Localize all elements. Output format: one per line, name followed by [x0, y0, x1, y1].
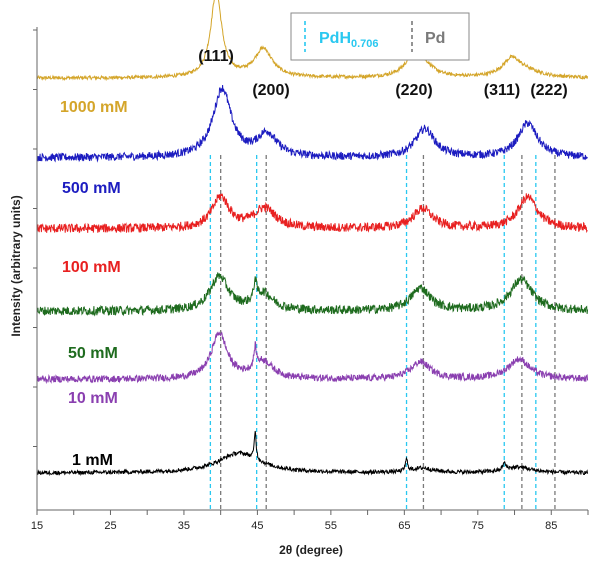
series-line-1-mM — [36, 430, 589, 477]
x-tick-label-75: 75 — [472, 520, 484, 532]
x-tick-label-85: 85 — [545, 520, 557, 532]
legend-box — [290, 12, 470, 61]
labels-layer: 1000 mM 500 mM 100 mM 50 mM 10 mM 1 mM (111) (2… — [60, 48, 568, 469]
peak-label-0: (111) — [198, 48, 234, 65]
axes-layer: 15 25 35 45 55 65 75 85 — [31, 27, 589, 532]
series-label-500-mM: 500 mM — [62, 180, 121, 197]
series-label-10-mM: 10 mM — [68, 390, 118, 407]
peak-label-4: (222) — [530, 82, 567, 99]
series-label-50-mM: 50 mM — [68, 345, 118, 362]
peak-label-3: (311) — [484, 82, 520, 99]
legend-pd-label: Pd — [425, 30, 445, 47]
peak-label-2: (220) — [395, 82, 432, 99]
x-tick-label-45: 45 — [251, 520, 263, 532]
series-label-1000-mM: 1000 mM — [60, 99, 128, 116]
series-line-50-mM — [36, 272, 589, 317]
x-tick-label-25: 25 — [104, 520, 116, 532]
series-line-10-mM — [36, 331, 589, 385]
series-label-1-mM: 1 mM — [72, 452, 113, 469]
y-axis-title: Intensity (arbitrary units) — [9, 195, 23, 336]
series-line-500-mM — [36, 84, 588, 163]
x-axis-title: 2θ (degree) — [279, 543, 343, 557]
x-tick-label-35: 35 — [178, 520, 190, 532]
peak-label-1: (200) — [252, 82, 289, 99]
x-tick-label-65: 65 — [398, 520, 410, 532]
x-tick-label-55: 55 — [325, 520, 337, 532]
legend-pdh-label: PdH0.706 — [319, 30, 379, 50]
legend: PdH0.706 Pd — [290, 12, 470, 61]
series-line-100-mM — [36, 193, 588, 234]
series-label-100-mM: 100 mM — [62, 259, 121, 276]
series-layer — [36, 0, 589, 477]
x-tick-label-15: 15 — [31, 520, 43, 532]
series-line-1000-mM — [36, 0, 589, 82]
